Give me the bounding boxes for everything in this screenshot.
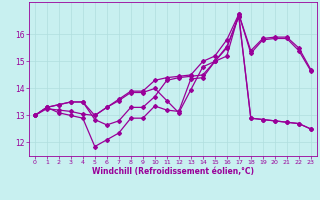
X-axis label: Windchill (Refroidissement éolien,°C): Windchill (Refroidissement éolien,°C) [92,167,254,176]
